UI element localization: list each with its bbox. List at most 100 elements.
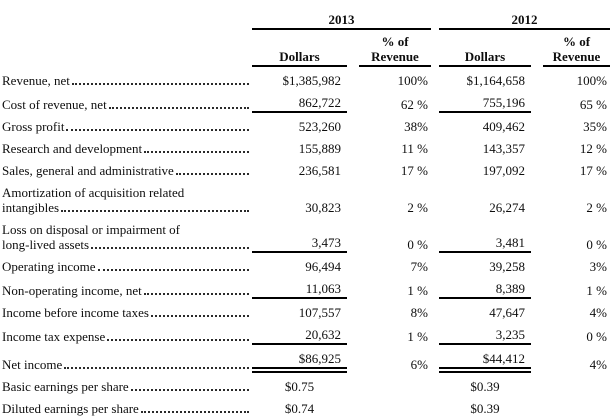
year-header-row: 2013 2012 — [2, 9, 610, 30]
dot-leader — [61, 210, 249, 212]
pct-2013-value: 100% — [397, 73, 428, 88]
dollars-2012-value: 197,092 — [482, 163, 525, 178]
pct-2013-value: 11 % — [401, 141, 428, 156]
table-row-income-tax-expense: Income tax expense 20,632 1 % 3,235 0 % — [2, 321, 610, 345]
table-row-revenue-net: Revenue, net $1,385,982 100% $1,164,658 … — [2, 67, 610, 89]
pct-2012-value: 0 % — [586, 329, 607, 344]
pct-2013-value: 6% — [410, 357, 428, 372]
corner-blank — [2, 9, 252, 30]
row-label: Research and development — [2, 141, 143, 156]
dollars-2013-value: $1,385,982 — [282, 73, 342, 88]
table-row-research-development: Research and development 155,889 11 % 14… — [2, 135, 610, 157]
pct-2013-value: 0 % — [407, 237, 428, 252]
year-2012-header: 2012 — [439, 11, 610, 30]
pct-2012-value: 4% — [589, 357, 607, 372]
pct-2013-value: 17 % — [400, 163, 428, 178]
row-label: Revenue, net — [2, 73, 70, 88]
year-2013-header: 2013 — [252, 11, 431, 30]
row-label: Diluted earnings per share — [2, 401, 139, 416]
pct-2013-value: 38% — [404, 119, 428, 134]
table-row-basic-eps: Basic earnings per share $0.75 $0.39 — [2, 373, 610, 395]
dollars-2012-value: $0.39 — [470, 379, 500, 394]
row-label: Cost of revenue, net — [2, 97, 107, 112]
table-row-loss-on-disposal: Loss on disposal or impairment of long-l… — [2, 216, 610, 253]
table-row-gross-profit: Gross profit 523,260 38% 409,462 35% — [2, 113, 610, 135]
pct-2012-value: 17 % — [579, 163, 607, 178]
pct-2013-value: 1 % — [407, 283, 428, 298]
pct-2012-value: 35% — [583, 119, 607, 134]
table-row-cost-of-revenue: Cost of revenue, net 862,722 62 % 755,19… — [2, 89, 610, 113]
row-label-line2: long-lived assets — [2, 237, 90, 252]
pct-2013-value: 8% — [410, 305, 428, 320]
dot-leader — [97, 269, 249, 271]
table-row-amortization-intangibles: Amortization of acquisition related inta… — [2, 179, 610, 216]
pct-2012-value: 65 % — [579, 97, 607, 112]
dot-leader — [175, 173, 249, 175]
table-row-sales-general-admin: Sales, general and administrative 236,58… — [2, 157, 610, 179]
pct-2012-value: 4% — [589, 305, 607, 320]
table-row-non-operating-income: Non-operating income, net 11,063 1 % 8,3… — [2, 275, 610, 299]
row-label: Sales, general and administrative — [2, 163, 174, 178]
row-label: Gross profit — [2, 119, 65, 134]
dollars-2013-value: 11,063 — [252, 281, 347, 299]
dollars-2013-value: 30,823 — [305, 200, 341, 215]
dollars-2013-value: 107,557 — [298, 305, 341, 320]
pct-2012-value: 2 % — [586, 200, 607, 215]
dollars-2012-value: 3,235 — [439, 327, 531, 345]
table-row-net-income: Net income $86,925 6% $44,412 4% — [2, 345, 610, 373]
dot-leader — [107, 339, 249, 341]
dollars-2013-value: 862,722 — [252, 95, 347, 113]
dot-leader — [71, 83, 249, 85]
dollars-2012-value: 8,389 — [439, 281, 531, 299]
row-label: Income tax expense — [2, 329, 106, 344]
dollars-2012-value: 47,647 — [489, 305, 525, 320]
corner-blank — [2, 30, 252, 67]
dot-leader — [91, 247, 249, 249]
pct-2012-value: 1 % — [586, 283, 607, 298]
pct-2012-value: 3% — [589, 259, 607, 274]
row-label: Income before income taxes — [2, 305, 149, 320]
pct-2013-value: 2 % — [407, 200, 428, 215]
dot-leader — [144, 151, 249, 153]
dollars-2013-value: 523,260 — [298, 119, 341, 134]
dollars-2012-value: $0.39 — [470, 401, 500, 416]
row-label: Net income — [2, 357, 63, 372]
row-label-line1: Amortization of acquisition related — [2, 185, 185, 200]
dollars-2012-value: $44,412 — [439, 351, 531, 373]
row-label: Non-operating income, net — [2, 283, 142, 298]
table-row-diluted-eps: Diluted earnings per share $0.74 $0.39 — [2, 395, 610, 417]
dollars-2013-header: Dollars — [252, 49, 347, 67]
dollars-2012-value: 409,462 — [482, 119, 525, 134]
row-label-line1: Loss on disposal or impairment of — [2, 222, 181, 237]
table-row-income-before-taxes: Income before income taxes 107,557 8% 47… — [2, 299, 610, 321]
row-label-line2: intangibles — [2, 200, 60, 215]
pct-of-revenue-2012-header: % of Revenue — [543, 34, 610, 67]
dot-leader — [64, 367, 249, 369]
dollars-2012-value: 3,481 — [439, 235, 531, 253]
row-label: Basic earnings per share — [2, 379, 129, 394]
column-gap — [431, 30, 439, 67]
dollars-2013-value: 96,494 — [305, 259, 341, 274]
dot-leader — [130, 389, 249, 391]
pct-2012-value: 12 % — [579, 141, 607, 156]
dollars-2013-value: 155,889 — [298, 141, 341, 156]
dollars-2013-value: 236,581 — [298, 163, 341, 178]
pct-2013-value: 7% — [410, 259, 428, 274]
dot-leader — [150, 315, 249, 317]
dollars-2012-value: 755,196 — [439, 95, 531, 113]
dollars-2013-value: $86,925 — [252, 351, 347, 373]
dollars-2013-value: $0.74 — [284, 401, 315, 416]
pct-2013-value: 62 % — [400, 97, 428, 112]
column-gap — [431, 9, 439, 30]
dollars-2013-value: 3,473 — [252, 235, 347, 253]
pct-2012-value: 0 % — [586, 237, 607, 252]
dollars-2013-value: 20,632 — [252, 327, 347, 345]
pct-2013-value: 1 % — [407, 329, 428, 344]
dollars-2013-value: $0.75 — [284, 379, 315, 394]
pct-of-revenue-2013-header: % of Revenue — [359, 34, 431, 67]
dollars-2012-value: $1,164,658 — [466, 73, 526, 88]
column-header-row: Dollars % of Revenue Dollars % of Revenue — [2, 30, 610, 67]
dot-leader — [140, 411, 249, 413]
dot-leader — [108, 107, 249, 109]
